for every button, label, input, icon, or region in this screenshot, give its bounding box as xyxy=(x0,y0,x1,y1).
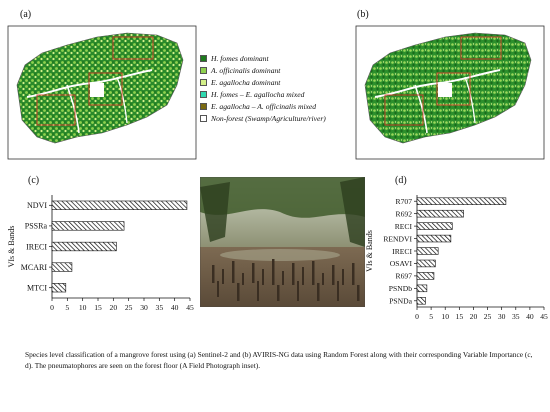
legend-label: E. agallocha – A. officinalis mixed xyxy=(211,101,317,111)
legend-label: Non-forest (Swamp/Agriculture/river) xyxy=(211,113,326,123)
legend-item: E. agallocha dominant xyxy=(200,76,280,88)
field-photograph xyxy=(200,177,365,307)
legend-swatch xyxy=(200,78,207,86)
x-tick-label: 40 xyxy=(526,312,534,321)
bar-mcari xyxy=(51,262,73,272)
category-label: PSNDa xyxy=(389,297,412,306)
y-axis-label: VIs & Bands xyxy=(7,226,16,268)
variable-importance-chart-d: R707 R692 RECI RENDVI IRECI OSAVI R697 PSNDb PSN… xyxy=(365,195,548,321)
map-legend: H. fomes dominant A. officinalis dominan… xyxy=(200,52,360,130)
x-tick-label: 10 xyxy=(441,312,449,321)
variable-importance-chart-c: NDVI PSSRa IRECI MCARI MTCI 0 5 10 15 20 25 30 35 40 4… xyxy=(7,195,194,312)
x-tick-label: 45 xyxy=(186,303,194,312)
legend-item: A. officinalis dominant xyxy=(200,64,280,76)
x-tick-label: 0 xyxy=(50,303,54,312)
panel-label-c: (c) xyxy=(28,175,40,186)
panel-label-b: (b) xyxy=(357,9,369,20)
legend-label: E. agallocha dominant xyxy=(211,77,281,87)
bar-psnda xyxy=(416,297,426,305)
bar-r697 xyxy=(416,272,435,280)
category-label: IRECI xyxy=(392,247,412,256)
study-area-box xyxy=(460,36,502,60)
x-tick-label: 20 xyxy=(470,312,478,321)
category-label: RECI xyxy=(395,222,413,231)
legend-item: Non-forest (Swamp/Agriculture/river) xyxy=(200,112,326,124)
study-area-box xyxy=(384,94,424,126)
study-area-box xyxy=(436,72,471,106)
x-tick-label: 35 xyxy=(512,312,520,321)
classification-map-sentinel2 xyxy=(7,25,197,160)
category-label: PSNDb xyxy=(389,284,412,293)
classification-map-aviris-ng xyxy=(355,25,545,160)
legend-item: H. fomes – E. agallocha mixed xyxy=(200,88,304,100)
x-tick-label: 35 xyxy=(156,303,164,312)
bar-mtci xyxy=(51,283,67,293)
bar-ireci xyxy=(416,247,439,255)
panel-label-d: (d) xyxy=(395,175,407,186)
bar-rendvi xyxy=(416,234,452,243)
x-tick-label: 15 xyxy=(94,303,102,312)
study-area-box xyxy=(112,36,154,60)
legend-swatch xyxy=(200,66,207,74)
legend-label: H. fomes – E. agallocha mixed xyxy=(211,89,305,99)
bar-r707 xyxy=(416,197,507,205)
category-label: RENDVI xyxy=(383,234,412,243)
x-tick-label: 45 xyxy=(540,312,548,321)
study-area-box xyxy=(36,94,76,126)
panel-label-a: (a) xyxy=(20,9,32,20)
category-label: R692 xyxy=(396,209,413,218)
category-label: IRECI xyxy=(26,242,47,251)
x-tick-label: 40 xyxy=(171,303,179,312)
bar-r692 xyxy=(416,209,464,218)
x-tick-label: 20 xyxy=(110,303,118,312)
bar-pssra xyxy=(51,221,125,231)
x-tick-label: 10 xyxy=(79,303,87,312)
legend-label: H. fomes dominant xyxy=(211,53,269,63)
figure-caption: Species level classification of a mangro… xyxy=(25,350,533,370)
legend-label: A. officinalis dominant xyxy=(211,65,281,75)
bar-reci xyxy=(416,222,453,230)
category-label: R697 xyxy=(396,272,413,281)
y-axis-label: VIs & Bands xyxy=(365,230,374,272)
legend-item: E. agallocha – A. officinalis mixed xyxy=(200,100,316,112)
x-tick-label: 30 xyxy=(140,303,148,312)
x-tick-label: 5 xyxy=(65,303,69,312)
x-tick-label: 30 xyxy=(498,312,506,321)
bar-osavi xyxy=(416,259,436,268)
x-tick-label: 15 xyxy=(456,312,464,321)
bar-psndb xyxy=(416,284,428,293)
x-tick-label: 25 xyxy=(484,312,492,321)
category-label: OSAVI xyxy=(390,259,413,268)
category-label: MTCI xyxy=(27,284,47,293)
category-label: NDVI xyxy=(27,201,47,210)
category-label: R707 xyxy=(396,197,413,206)
study-area-box xyxy=(88,72,123,106)
bar-ireci xyxy=(51,241,117,252)
x-tick-label: 0 xyxy=(415,312,419,321)
legend-swatch xyxy=(200,102,207,110)
category-label: PSSRa xyxy=(25,222,48,231)
legend-swatch xyxy=(200,90,207,98)
x-tick-label: 5 xyxy=(429,312,433,321)
bar-ndvi xyxy=(51,200,188,210)
legend-swatch xyxy=(200,54,207,62)
x-tick-label: 25 xyxy=(125,303,133,312)
legend-swatch xyxy=(200,114,207,122)
category-label: MCARI xyxy=(21,263,48,272)
legend-item: H. fomes dominant xyxy=(200,52,269,64)
